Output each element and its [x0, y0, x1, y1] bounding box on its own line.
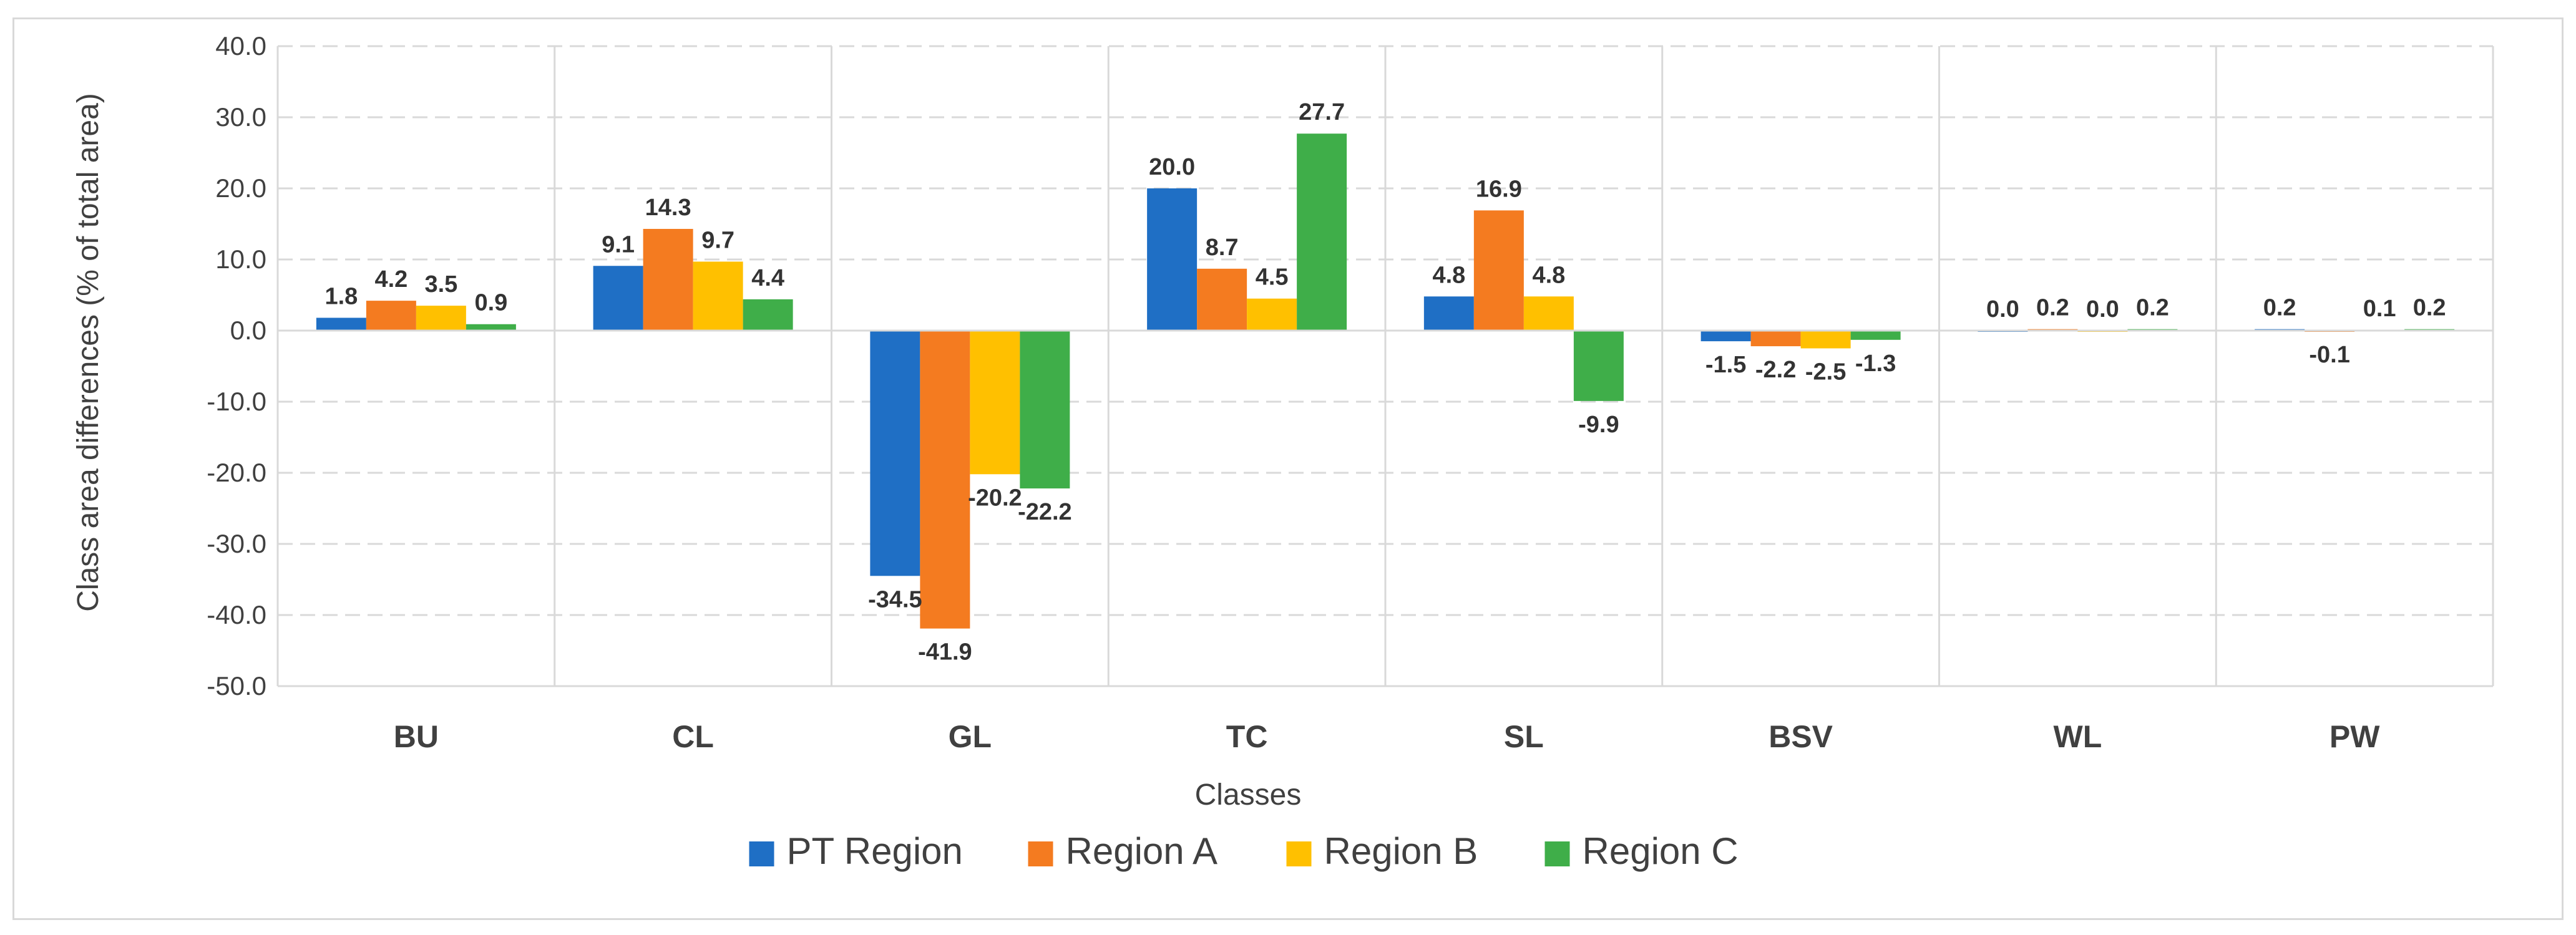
y-tick-label: 40.0: [215, 31, 266, 61]
data-label: 0.2: [2413, 295, 2446, 321]
legend-swatch: [1544, 841, 1570, 866]
data-label: -34.5: [868, 586, 922, 613]
data-label: 4.8: [1532, 262, 1565, 288]
y-tick-label: -40.0: [207, 600, 266, 629]
bar: [1197, 268, 1247, 331]
data-label: 4.5: [1256, 264, 1289, 291]
legend-label: PT Region: [787, 830, 963, 872]
bar: [1850, 331, 1901, 340]
data-label: 0.0: [2086, 296, 2119, 322]
legend-label: Region A: [1066, 830, 1218, 872]
data-label: -1.5: [1705, 352, 1746, 378]
bar: [1573, 331, 1624, 401]
bar: [920, 331, 970, 629]
bar: [1247, 298, 1297, 331]
bar: [466, 324, 516, 331]
y-tick-label: 30.0: [215, 102, 266, 132]
legend-label: Region B: [1324, 830, 1478, 872]
data-label: 0.2: [2036, 295, 2069, 321]
data-label: 0.9: [474, 290, 507, 316]
category-label: GL: [949, 719, 992, 754]
bar: [970, 331, 1020, 475]
data-label: -2.5: [1805, 359, 1846, 385]
data-label: 0.0: [1986, 296, 2019, 322]
y-tick-label: -20.0: [207, 458, 266, 487]
data-label: -9.9: [1578, 412, 1619, 438]
bar: [1423, 296, 1474, 331]
category-label: CL: [672, 719, 714, 754]
data-label: 14.3: [645, 195, 691, 221]
data-label: 0.2: [2136, 295, 2169, 321]
bar: [1700, 331, 1751, 342]
data-label: 4.4: [751, 265, 784, 291]
data-label: -20.2: [968, 485, 1022, 511]
bar: [1147, 188, 1198, 331]
data-labels: 1.8 9.1 -34.5 20.0 4.8 -1.5 0.0 0.2 4.2 14.3 -41.9…: [324, 99, 2446, 665]
data-label: 8.7: [1206, 235, 1239, 261]
data-label: -1.3: [1855, 351, 1896, 377]
y-tick-labels: -50.0 -40.0 -30.0 -20.0 -10.0 0.0 10.0 20.0 30.0…: [207, 31, 266, 700]
bar: [1750, 331, 1801, 347]
chart-frame: [12, 17, 2564, 920]
category-label: SL: [1504, 719, 1544, 754]
bar: [1800, 331, 1851, 349]
y-tick-label: -30.0: [207, 529, 266, 558]
y-tick-label: 20.0: [215, 173, 266, 203]
bar: [316, 317, 366, 331]
category-label: PW: [2330, 719, 2380, 754]
y-tick-label: 0.0: [230, 316, 266, 345]
data-label: -2.2: [1755, 357, 1796, 383]
legend: PT Region Region A Region B Region C: [749, 830, 1739, 872]
data-label: -22.2: [1018, 499, 1072, 525]
bar: [870, 331, 920, 576]
category-label: TC: [1226, 719, 1268, 754]
x-axis-title: Classes: [1195, 778, 1302, 811]
category-label: BU: [394, 719, 439, 754]
y-axis-title: Class area differences (% of total area): [72, 93, 105, 612]
data-label: 1.8: [324, 283, 358, 309]
data-label: 20.0: [1149, 154, 1195, 180]
bars: [316, 133, 2455, 629]
bar: [743, 299, 793, 331]
category-labels: BU CL GL TC SL BSV WL PW: [394, 719, 2380, 754]
category-separators: [276, 46, 2494, 686]
data-label: 16.9: [1476, 176, 1522, 202]
bar: [1297, 133, 1347, 331]
legend-label: Region C: [1583, 830, 1739, 872]
data-label: 0.1: [2363, 296, 2396, 322]
y-tick-label: -50.0: [207, 671, 266, 700]
y-tick-label: -10.0: [207, 387, 266, 416]
bar: [366, 301, 416, 331]
bar: [1473, 210, 1524, 331]
bar: [593, 266, 643, 331]
data-label: -41.9: [918, 639, 972, 666]
bar: [693, 261, 743, 331]
data-label: 4.8: [1432, 262, 1465, 288]
data-label: -0.1: [2309, 342, 2349, 368]
data-label: 27.7: [1299, 99, 1345, 125]
data-label: 9.7: [701, 227, 734, 253]
bar: [1523, 296, 1574, 331]
bar: [416, 306, 466, 331]
legend-swatch: [1286, 841, 1312, 866]
y-tick-label: 10.0: [215, 245, 266, 274]
data-label: 3.5: [424, 271, 457, 298]
category-label: BSV: [1769, 719, 1833, 754]
category-label: WL: [2054, 719, 2102, 754]
legend-swatch: [749, 841, 774, 866]
data-label: 0.2: [2263, 295, 2296, 321]
legend-swatch: [1028, 841, 1053, 866]
bar: [643, 228, 693, 331]
bar: [1020, 331, 1070, 489]
data-label: 9.1: [602, 231, 635, 258]
data-label: 4.2: [374, 266, 407, 293]
